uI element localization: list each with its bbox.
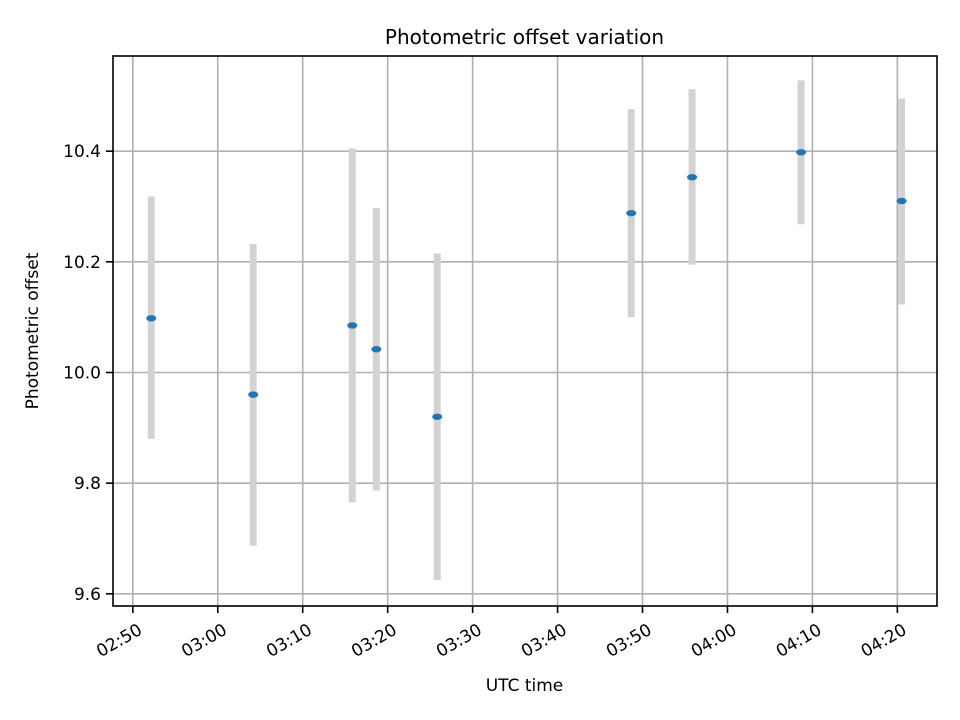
data-point: [371, 346, 382, 353]
x-tick-label: 03:00: [178, 620, 230, 662]
errorbar-layer: [147, 80, 906, 580]
x-tick-label: 02:50: [93, 620, 145, 662]
data-point: [796, 149, 807, 156]
x-tick-label: 03:30: [433, 620, 485, 662]
y-tick-label: 10.0: [63, 363, 101, 383]
x-tick-label: 03:20: [348, 620, 400, 662]
data-point: [626, 209, 637, 217]
x-axis-ticks: 02:50 03:00 03:10 03:20 03:30 03:40 03:50 04:00…: [93, 606, 910, 662]
x-axis-title: UTC time: [486, 676, 564, 696]
x-tick-label: 04:10: [773, 620, 825, 662]
x-tick-label: 03:10: [263, 620, 315, 662]
x-tick-label: 03:40: [518, 620, 570, 662]
data-point: [347, 322, 358, 329]
x-tick-label: 04:20: [858, 620, 910, 662]
y-axis-ticks: 9.6 9.8 10.0 10.2 10.4: [63, 142, 113, 605]
y-tick-label: 9.8: [74, 474, 101, 494]
point-layer: [146, 149, 907, 420]
x-tick-label: 03:50: [603, 620, 655, 662]
y-tick-label: 9.6: [74, 585, 101, 605]
data-point: [248, 391, 259, 398]
y-axis-title: Photometric offset: [23, 252, 43, 409]
data-point: [896, 197, 907, 205]
chart-title: Photometric offset variation: [385, 25, 664, 49]
y-tick-label: 10.2: [63, 253, 101, 273]
data-point: [432, 413, 443, 420]
grid-layer: [113, 56, 937, 606]
x-tick-label: 04:00: [688, 620, 740, 662]
data-point: [687, 173, 698, 181]
plot-frame: [112, 55, 938, 607]
data-point: [146, 315, 157, 322]
y-tick-label: 10.4: [63, 142, 101, 162]
